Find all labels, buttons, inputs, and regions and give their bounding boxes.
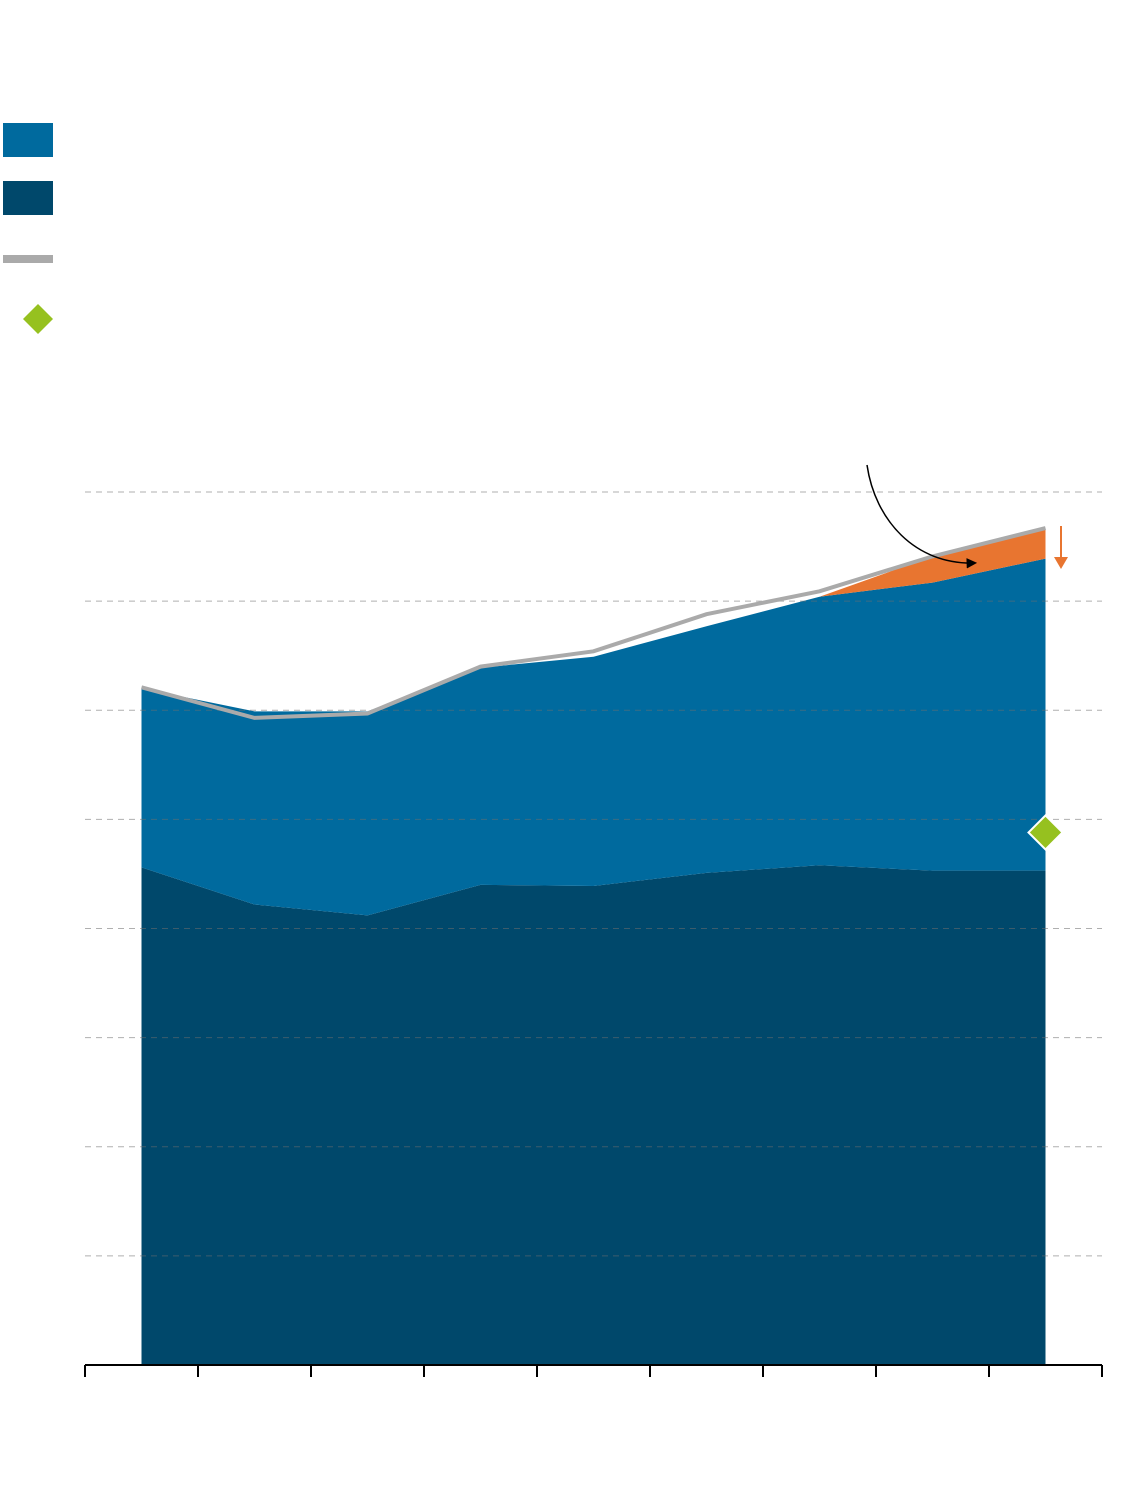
legend-swatch <box>3 123 53 157</box>
area <box>819 529 1046 597</box>
plot <box>84 491 1103 1377</box>
area <box>141 865 1046 1365</box>
annotation-arrow <box>866 464 978 569</box>
legend-swatch <box>3 255 53 263</box>
legend-swatch <box>23 304 53 334</box>
line <box>140 526 1046 720</box>
diamond-marker <box>1027 814 1064 851</box>
area <box>141 558 1046 916</box>
legend-swatch <box>3 181 53 215</box>
change-arrow-head <box>1054 557 1068 569</box>
